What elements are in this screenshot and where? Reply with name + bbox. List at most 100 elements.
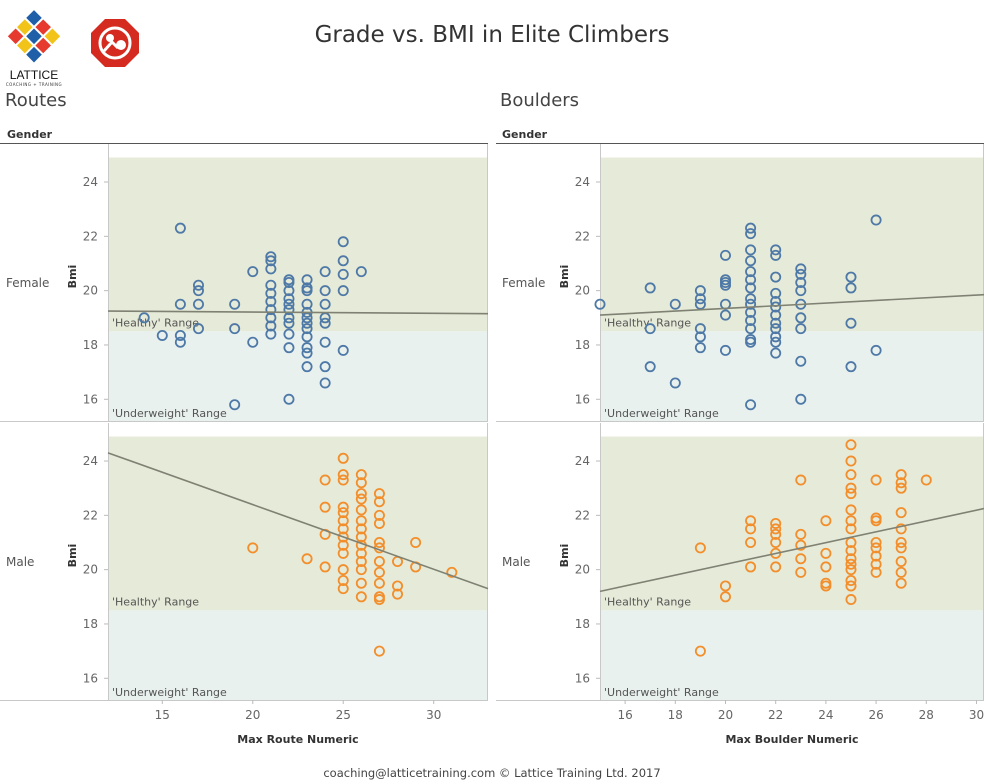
data-point <box>174 329 186 341</box>
data-point <box>770 523 782 535</box>
data-point <box>373 488 385 500</box>
data-point <box>719 249 731 261</box>
logo-tagline: COACHING + TRAINING <box>5 82 63 87</box>
underweight-range-band <box>600 331 984 421</box>
data-point <box>265 287 277 299</box>
y-tick-label: 18 <box>575 617 590 631</box>
data-point <box>845 594 857 606</box>
data-point <box>745 244 757 256</box>
data-point <box>820 561 832 573</box>
data-point <box>719 580 731 592</box>
y-tick-label: 18 <box>83 338 98 352</box>
data-point <box>895 556 907 568</box>
data-point <box>770 336 782 348</box>
data-point <box>265 279 277 291</box>
data-point <box>845 564 857 576</box>
data-point <box>820 580 832 592</box>
healthy-range-label: 'Healthy' Range <box>604 316 691 329</box>
data-point <box>745 274 757 286</box>
data-point <box>337 547 349 559</box>
data-point <box>795 393 807 405</box>
data-point <box>745 298 757 310</box>
data-point <box>355 591 367 603</box>
healthy-range-label: 'Healthy' Range <box>112 316 199 329</box>
data-point <box>373 566 385 578</box>
data-point <box>337 452 349 464</box>
data-point <box>355 488 367 500</box>
data-point <box>870 542 882 554</box>
data-point <box>319 474 331 486</box>
data-point <box>870 344 882 356</box>
data-point <box>337 539 349 551</box>
data-point <box>337 564 349 576</box>
underweight-range-label: 'Underweight' Range <box>604 407 719 420</box>
data-point <box>283 276 295 288</box>
data-point <box>694 331 706 343</box>
data-point <box>355 556 367 568</box>
data-point <box>770 561 782 573</box>
data-point <box>770 309 782 321</box>
data-point <box>174 222 186 234</box>
data-point <box>301 553 313 565</box>
data-point <box>845 317 857 329</box>
x-tick-label: 30 <box>969 708 984 722</box>
x-tick-label: 28 <box>919 708 934 722</box>
data-point <box>845 488 857 500</box>
routes-x-axis-title: Max Route Numeric <box>237 733 359 746</box>
data-point <box>229 298 241 310</box>
data-point <box>337 507 349 519</box>
y-tick-label: 24 <box>575 454 590 468</box>
data-point <box>870 550 882 562</box>
data-point <box>337 344 349 356</box>
climbing-badge-icon <box>90 18 140 68</box>
data-point <box>301 323 313 335</box>
data-point <box>795 528 807 540</box>
data-point <box>337 523 349 535</box>
data-point <box>745 561 757 573</box>
data-point <box>694 293 706 305</box>
underweight-range-band <box>108 610 488 700</box>
y-tick-label: 24 <box>575 175 590 189</box>
data-point <box>337 515 349 527</box>
data-point <box>319 285 331 297</box>
data-point <box>373 536 385 548</box>
boulders-gender-header: Gender <box>502 128 548 141</box>
data-point <box>694 298 706 310</box>
footer-copyright: coaching@latticetraining.com © Lattice T… <box>323 766 661 780</box>
data-point <box>247 266 259 278</box>
data-point <box>337 285 349 297</box>
data-point <box>845 553 857 565</box>
data-point <box>845 482 857 494</box>
data-point <box>795 474 807 486</box>
x-tick-label: 15 <box>155 708 170 722</box>
data-point <box>355 504 367 516</box>
data-point <box>392 580 404 592</box>
data-point <box>845 545 857 557</box>
data-point <box>319 377 331 389</box>
data-point <box>770 331 782 343</box>
data-point <box>156 329 168 341</box>
data-point <box>337 531 349 543</box>
healthy-range-band <box>108 157 488 332</box>
data-point <box>770 271 782 283</box>
boulders-male-panel: 16 18 20 22 24 Bmi 'Healthy' Range 'Underweight… <box>496 423 984 701</box>
data-point <box>355 266 367 278</box>
data-point <box>265 255 277 267</box>
data-point <box>795 553 807 565</box>
underweight-range-band <box>600 610 984 700</box>
data-point <box>770 323 782 335</box>
data-point <box>337 469 349 481</box>
healthy-range-band <box>108 436 488 611</box>
data-point <box>355 515 367 527</box>
data-point <box>319 317 331 329</box>
y-tick-label: 16 <box>83 392 98 406</box>
trend-line <box>599 293 984 316</box>
data-point <box>770 517 782 529</box>
x-tick-label: 25 <box>336 708 351 722</box>
data-point <box>870 474 882 486</box>
y-tick-label: 16 <box>575 392 590 406</box>
y-tick-label: 20 <box>83 284 98 298</box>
trend-line <box>107 452 489 590</box>
trend-line <box>599 507 984 593</box>
data-point <box>319 501 331 513</box>
